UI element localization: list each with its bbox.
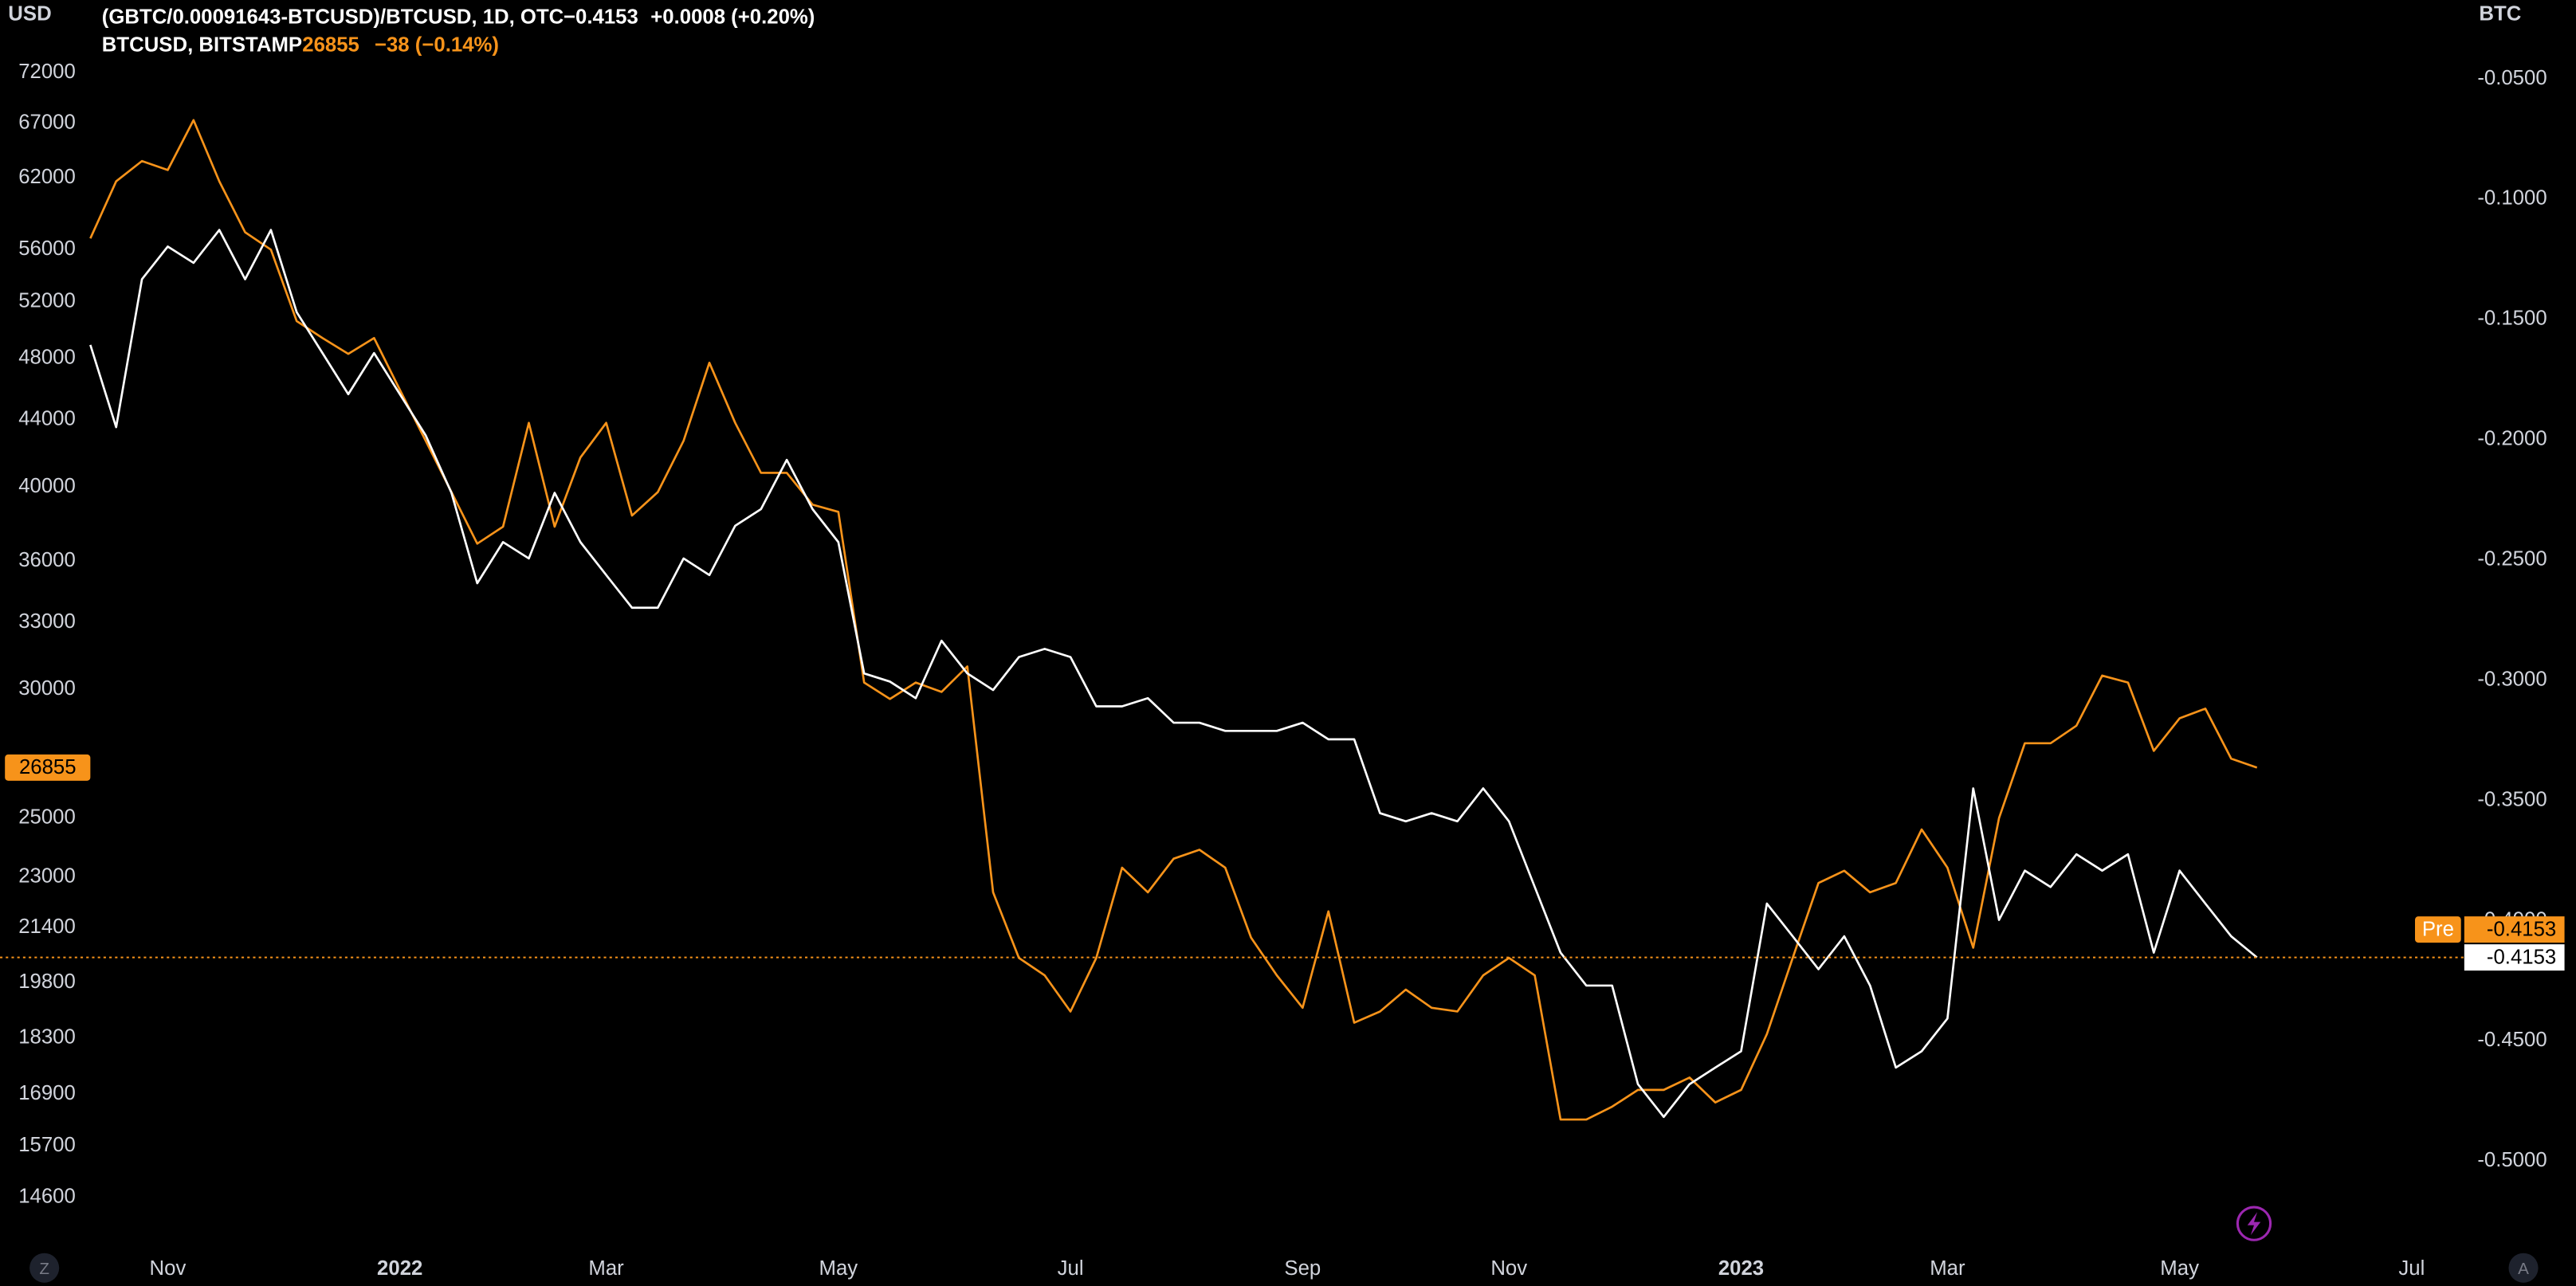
y-tick-label: 40000 [18,475,76,497]
y-tick-label: 67000 [18,111,76,133]
icon-bolt[interactable] [2247,1212,2261,1236]
y-tick-label: 16900 [18,1082,76,1104]
plot-area [89,119,2258,1121]
y-tick-label: 30000 [18,677,76,700]
y2-tick-label: -0.5000 [2477,1149,2547,1171]
y-tick-label: 15700 [18,1134,76,1156]
y2-tick-label: -0.1500 [2477,308,2547,330]
x-tick-label: Sep [1284,1257,1321,1280]
premarket-tag [2415,916,2461,943]
lightning-button[interactable] [2236,1206,2272,1241]
legend-value: −0.4153 [564,6,638,29]
y-tick-label: 52000 [18,290,76,312]
y-tick-label: 72000 [18,61,76,83]
y-tick-label: 19800 [18,970,76,993]
auto-button[interactable]: A [2508,1253,2539,1283]
x-tick-label: Mar [588,1257,624,1280]
x-tick-label: Mar [1930,1257,1965,1280]
x-tick-label: Jul [2398,1257,2425,1280]
y-tick-label: 36000 [18,549,76,571]
y-tick-label: 44000 [18,407,76,429]
y2-tick-label: -0.3500 [2477,788,2547,810]
x-tick-label: 2023 [1718,1257,1764,1280]
last-value-box [2464,944,2565,971]
y-tick-label: 25000 [18,806,76,829]
y2-tick-label: -0.4500 [2477,1029,2547,1051]
y2-tick-label: -0.2000 [2477,428,2547,450]
premarket-price-label: -0.4153 [2487,918,2556,940]
legend-change: +0.0008 (+0.20%) [650,6,815,29]
x-tick-label: 2022 [377,1257,422,1280]
series-line [89,229,2258,1119]
button-bg[interactable] [2508,1253,2539,1283]
y-tick-label: 33000 [18,610,76,633]
y-tick-label: 23000 [18,865,76,887]
legend-name: BTCUSD, BITSTAMP [102,34,302,57]
y-tick-label: 18300 [18,1025,76,1048]
last-value-label: -0.4153 [2487,946,2556,968]
y-tick-label: 48000 [18,346,76,368]
button-label[interactable]: Z [39,1260,49,1278]
y-tick-label: 14600 [18,1185,76,1207]
y2-unit: BTC [2479,2,2521,25]
premarket-price-box [2464,916,2565,943]
last-price-box [5,754,91,781]
y-unit: USD [8,2,51,25]
x-tick-label: Nov [1490,1257,1527,1280]
y-tick-label: 56000 [18,237,76,260]
last-price-label: 26855 [19,756,77,778]
premarket-label: Pre [2422,918,2454,940]
y-tick-label: 21400 [18,915,76,938]
x-tick-label: Jul [1058,1257,1084,1280]
zoom-button[interactable]: Z [29,1253,60,1283]
y2-tick-label: -0.1000 [2477,187,2547,210]
x-tick-label: May [819,1257,858,1280]
icon-ring[interactable] [2236,1206,2272,1241]
legend-name: (GBTC/0.00091643-BTCUSD)/BTCUSD, 1D, OTC [102,6,564,29]
x-tick-label: May [2160,1257,2199,1280]
y-tick-label: 62000 [18,166,76,188]
y2-tick-label: -0.0500 [2477,67,2547,89]
x-tick-label: Nov [150,1257,187,1280]
legend-value: 26855 [302,34,359,57]
legend-change: −38 (−0.14%) [375,34,499,57]
y2-tick-label: -0.3000 [2477,668,2547,690]
button-label[interactable]: A [2518,1260,2529,1278]
button-bg[interactable] [29,1253,60,1283]
y2-tick-label: -0.2500 [2477,548,2547,570]
